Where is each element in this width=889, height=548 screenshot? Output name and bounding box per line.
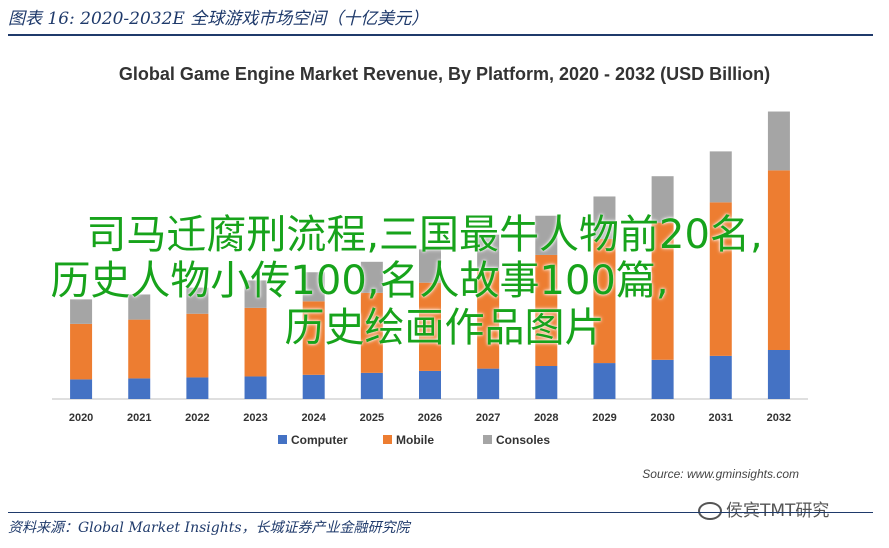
bar-consoles-2030	[651, 176, 674, 223]
legend-label-consoles: Consoles	[496, 433, 550, 447]
legend-label-computer: Computer	[291, 433, 348, 447]
bar-computer-2022	[186, 377, 209, 399]
bar-consoles-2027	[477, 234, 500, 271]
bar-mobile-2031	[709, 202, 732, 356]
bar-computer-2023	[244, 376, 267, 399]
x-tick-label: 2025	[360, 412, 384, 424]
bar-consoles-2031	[709, 151, 732, 203]
x-tick-label: 2020	[69, 412, 93, 424]
watermark: 侯宾TMT研究	[698, 496, 829, 521]
figure-caption-bar: 图表 16: 2020-2032E 全球游戏市场空间（十亿美元）	[8, 4, 873, 36]
bar-mobile-2024	[302, 301, 325, 375]
x-tick-label: 2029	[592, 412, 616, 424]
bar-computer-2020	[70, 379, 93, 399]
legend-swatch-consoles	[483, 435, 492, 444]
x-tick-label: 2022	[185, 412, 209, 424]
bar-consoles-2025	[360, 261, 383, 293]
bar-computer-2025	[360, 372, 383, 399]
bar-computer-2029	[593, 363, 616, 399]
watermark-text: 侯宾TMT研究	[726, 501, 830, 521]
bar-consoles-2032	[767, 111, 790, 171]
bar-mobile-2032	[767, 170, 790, 350]
bar-mobile-2030	[651, 222, 674, 360]
bar-computer-2030	[651, 359, 674, 399]
bar-consoles-2026	[419, 249, 441, 283]
bar-mobile-2026	[419, 282, 441, 371]
legend-swatch-computer	[278, 435, 287, 444]
bar-computer-2028	[535, 366, 558, 399]
bar-consoles-2021	[128, 294, 151, 320]
overlay-text-line-1: 司马迁腐刑流程,三国最牛人物前20名,	[86, 212, 763, 258]
bar-mobile-2029	[593, 238, 616, 364]
legend-swatch-mobile	[383, 435, 392, 444]
bar-consoles-2020	[70, 299, 93, 324]
x-tick-label: 2030	[650, 412, 674, 424]
wechat-icon	[698, 502, 722, 520]
bar-computer-2021	[128, 378, 151, 399]
x-tick-label: 2032	[767, 412, 791, 424]
figure-footer: 资料来源：Global Market Insights，长城证券产业金融研究院	[8, 512, 873, 545]
bar-consoles-2029	[593, 196, 616, 239]
x-tick-label: 2021	[127, 412, 151, 424]
bar-consoles-2022	[186, 287, 209, 314]
bar-mobile-2022	[186, 313, 209, 378]
bar-computer-2031	[709, 355, 732, 399]
bar-mobile-2020	[70, 323, 93, 380]
overlay-text-line-2: 历史人物小传100,名人故事100篇,	[50, 258, 669, 304]
bar-mobile-2027	[477, 270, 500, 369]
footer-source: 资料来源：Global Market Insights，长城证券产业金融研究院	[8, 520, 410, 536]
bar-computer-2032	[767, 350, 790, 399]
bar-mobile-2021	[128, 319, 151, 379]
legend-label-mobile: Mobile	[396, 433, 434, 447]
x-tick-label: 2026	[418, 412, 442, 424]
chart-source: Source: www.gminsights.com	[642, 467, 799, 481]
overlay-text-line-3: 历史绘画作品图片	[284, 305, 605, 351]
chart-title: Global Game Engine Market Revenue, By Pl…	[118, 64, 771, 84]
bar-mobile-2028	[535, 254, 558, 367]
bar-mobile-2023	[244, 307, 267, 377]
bar-consoles-2023	[244, 280, 267, 308]
figure-caption: 图表 16: 2020-2032E 全球游戏市场空间（十亿美元）	[8, 9, 429, 29]
x-tick-label: 2027	[476, 412, 500, 424]
bar-consoles-2028	[535, 215, 558, 255]
x-tick-label: 2023	[243, 412, 267, 424]
x-tick-label: 2028	[534, 412, 558, 424]
bar-computer-2027	[477, 368, 500, 399]
x-tick-label: 2031	[709, 412, 733, 424]
bar-mobile-2025	[360, 292, 383, 373]
x-tick-label: 2024	[301, 412, 326, 424]
bar-computer-2024	[302, 374, 325, 399]
bar-computer-2026	[419, 370, 441, 399]
bar-consoles-2024	[302, 272, 325, 302]
